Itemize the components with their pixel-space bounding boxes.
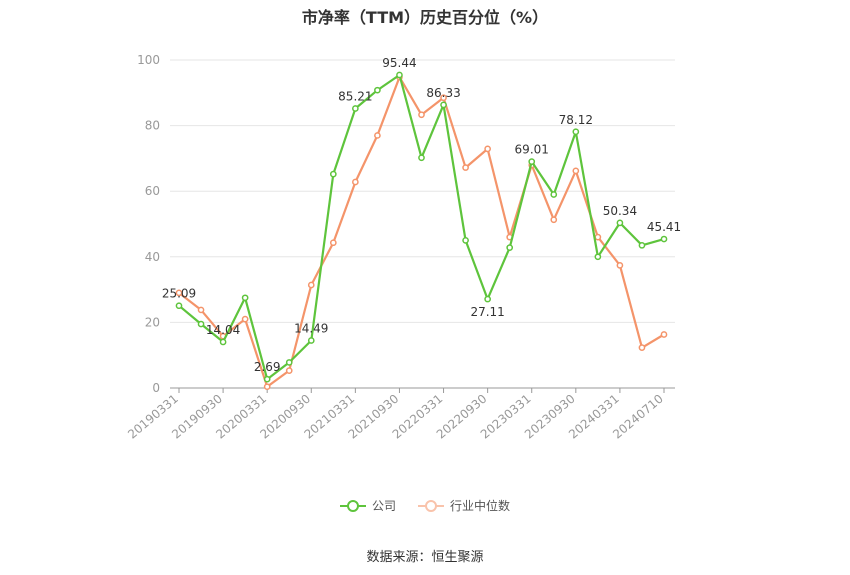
data-point-industry-median	[418, 111, 425, 119]
data-point-industry-median	[484, 145, 491, 153]
data-point-industry-median	[285, 367, 293, 374]
data-point-industry-median	[329, 239, 337, 247]
data-label: 95.44	[382, 56, 416, 70]
axis-layer: 0204060801002019033120190930202003312020…	[125, 53, 675, 442]
data-point-company	[572, 128, 580, 136]
legend-label-industry-median: 行业中位数	[450, 499, 511, 513]
data-label: 27.11	[470, 305, 504, 319]
y-tick-label: 80	[145, 119, 160, 133]
data-label: 78.12	[559, 113, 593, 127]
data-point-industry-median	[572, 167, 580, 175]
data-point-company	[462, 237, 469, 244]
y-tick-label: 0	[152, 381, 160, 395]
data-point-company	[506, 244, 514, 251]
y-tick-label: 20	[145, 315, 160, 329]
data-point-company	[418, 154, 425, 162]
data-point-company	[660, 235, 668, 243]
data-point-industry-median	[263, 383, 271, 391]
data-label: 2.69	[254, 360, 281, 374]
legend-label-company: 公司	[371, 499, 396, 513]
data-label: 45.41	[647, 220, 681, 234]
source-note: 数据来源：恒生聚源	[366, 550, 484, 565]
y-tick-label: 60	[145, 184, 160, 198]
data-point-company	[175, 302, 183, 310]
data-point-company	[594, 253, 602, 261]
data-point-company	[440, 101, 447, 109]
legend-swatch-industry-median	[418, 499, 444, 512]
y-tick-label: 100	[137, 53, 160, 67]
data-label: 14.04	[206, 323, 240, 337]
data-label: 85.21	[338, 90, 372, 104]
data-point-company	[396, 71, 403, 79]
data-point-company	[285, 359, 293, 366]
y-tick-label: 40	[145, 250, 160, 264]
data-point-company	[528, 158, 536, 165]
data-point-company	[263, 375, 271, 383]
data-point-industry-median	[660, 331, 668, 338]
data-label-layer: 25.09 14.04 2.69 14.49 85.21 95.44 86.33 27.11 6…	[162, 56, 681, 374]
data-point-industry-median	[307, 281, 315, 289]
data-point-industry-median	[197, 306, 205, 314]
data-point-industry-median	[440, 94, 447, 102]
legend-swatch-company	[339, 499, 366, 512]
data-point-company	[638, 241, 646, 249]
data-point-industry-median	[352, 178, 359, 186]
series-layer	[175, 71, 668, 391]
data-point-industry-median	[638, 344, 646, 352]
data-point-industry-median	[594, 233, 602, 241]
data-point-company	[352, 105, 359, 112]
data-point-company	[197, 320, 205, 328]
chart-title: 市净率（TTM）历史百分位（%）	[301, 8, 549, 27]
data-point-industry-median	[241, 315, 249, 323]
data-point-industry-median	[175, 289, 183, 297]
data-point-company	[550, 191, 558, 198]
data-point-industry-median	[616, 261, 624, 269]
data-point-company	[329, 170, 337, 178]
data-point-industry-median	[550, 216, 558, 224]
grid-layer	[170, 59, 675, 323]
data-point-company	[219, 338, 227, 346]
data-point-company	[307, 337, 315, 344]
data-label: 69.01	[515, 143, 549, 157]
data-point-company	[484, 295, 491, 303]
legend: 公司 行业中位数	[0, 497, 850, 514]
data-point-company	[374, 86, 381, 94]
data-point-industry-median	[462, 164, 469, 171]
data-point-company	[241, 294, 249, 302]
data-point-company	[616, 219, 624, 227]
data-label: 14.49	[294, 321, 328, 335]
data-point-industry-median	[374, 132, 381, 139]
data-label: 86.33	[426, 86, 460, 100]
data-label: 50.34	[603, 204, 637, 218]
legend-item-company[interactable]: 公司	[339, 497, 396, 514]
data-label: 25.09	[162, 287, 196, 301]
legend-item-industry-median[interactable]: 行业中位数	[418, 497, 510, 514]
